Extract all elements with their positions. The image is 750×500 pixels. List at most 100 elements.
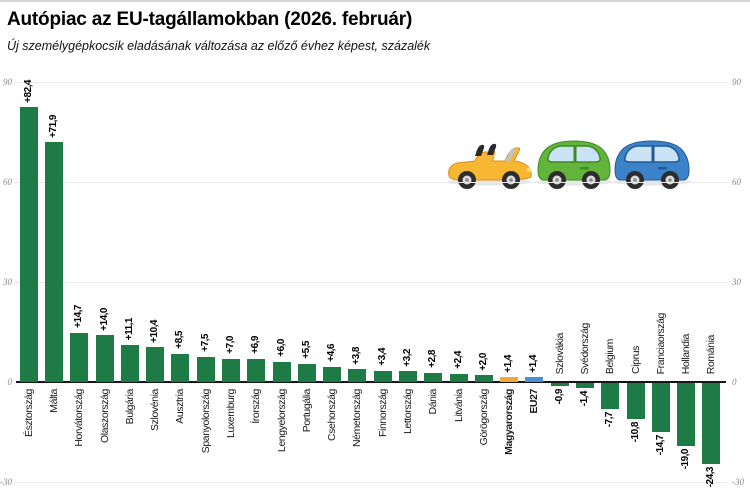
category-label-Litvánia: Litvánia: [452, 389, 465, 422]
bar-Portugália: [297, 363, 316, 382]
bar-Magyarország: [500, 377, 519, 382]
bar-Írország: [247, 359, 266, 382]
value-label-Csehország: +4,6: [326, 343, 338, 362]
bar-Lettország: [398, 371, 417, 382]
y-axis-tick-left: 90: [3, 77, 12, 87]
gridline--30: [14, 482, 728, 483]
category-label-EU27: EU27: [528, 389, 541, 414]
bar-Észtország: [19, 107, 38, 382]
bar-Bulgária: [120, 345, 139, 382]
value-label-Írország: +6,9: [250, 336, 262, 354]
category-label-Görögország: Görögország: [477, 389, 490, 446]
category-label-Belgium: Belgium: [604, 338, 617, 374]
bar-Csehország: [323, 366, 342, 382]
category-label-Svédország: Svédország: [578, 322, 591, 374]
category-label-Lettország: Lettország: [401, 389, 414, 435]
bar-Franciaország: [651, 383, 670, 432]
category-label-Luxemburg: Luxemburg: [224, 389, 237, 438]
bar-Románia: [702, 383, 721, 464]
value-label-Ausztria: +8,5: [174, 330, 186, 349]
value-label-Portugália: +5,5: [300, 340, 312, 359]
value-label-Magyarország: +1,4: [503, 354, 515, 373]
category-label-Bulgária: Bulgária: [123, 389, 136, 425]
bar-Ausztria: [171, 353, 190, 382]
bar-Belgium: [601, 383, 620, 409]
value-label-Észtország: +82,4: [22, 79, 34, 103]
value-label-Hollandia: -19,0: [680, 449, 692, 470]
category-label-Finnország: Finnország: [376, 389, 389, 437]
bar-EU27: [525, 377, 544, 382]
bar-Hollandia: [677, 383, 696, 447]
y-axis-tick-right: 0: [732, 377, 737, 387]
category-label-Dánia: Dánia: [427, 389, 440, 415]
category-label-Málta: Málta: [47, 389, 60, 413]
bar-Németország: [348, 369, 367, 382]
y-axis-tick-left: -30: [0, 477, 12, 487]
category-label-Németország: Németország: [351, 389, 364, 448]
value-label-Svédország: -1,4: [578, 390, 590, 406]
category-label-Spanyolország: Spanyolország: [199, 389, 212, 454]
car-icons: [447, 140, 691, 189]
value-label-Luxemburg: +7,0: [224, 335, 236, 354]
chart-title: Autópiac az EU-tagállamokban (2026. febr…: [7, 9, 413, 30]
category-label-Írország: Írország: [250, 389, 263, 424]
bar-Litvánia: [449, 374, 468, 382]
bar-Málta: [44, 142, 63, 382]
y-axis-tick-right: 90: [732, 77, 741, 87]
green-car-icon: [536, 140, 612, 189]
category-label-Hollandia: Hollandia: [680, 333, 693, 374]
bar-Spanyolország: [196, 357, 215, 382]
value-label-Finnország: +3,4: [376, 347, 388, 366]
x-axis-line: [16, 381, 726, 383]
y-axis-tick-left: 0: [7, 377, 13, 387]
value-label-Horvátország: +14,7: [73, 305, 85, 328]
y-axis-tick-right: 60: [732, 177, 741, 187]
category-label-Szlovénia: Szlovénia: [149, 389, 162, 431]
bar-Szlovákia: [550, 383, 569, 386]
yellow-convertible-icon: [447, 143, 532, 189]
value-label-Szlovénia: +10,4: [149, 319, 161, 343]
value-label-Bulgária: +11,1: [123, 317, 135, 340]
bar-Svédország: [575, 383, 594, 388]
bar-Luxemburg: [221, 358, 240, 382]
value-label-Szlovákia: -0,9: [553, 389, 565, 405]
bar-Görögország: [474, 375, 493, 382]
category-label-Csehország: Csehország: [326, 389, 339, 442]
blue-car-icon: [613, 140, 691, 189]
category-label-Franciaország: Franciaország: [654, 312, 667, 374]
value-label-EU27: +1,4: [528, 354, 540, 373]
bar-Dánia: [424, 372, 443, 382]
category-label-Ciprus: Ciprus: [629, 346, 642, 374]
category-label-Horvátország: Horvátország: [73, 389, 86, 447]
value-label-Málta: +71,9: [47, 114, 59, 138]
gridline-90: [14, 82, 728, 83]
value-label-Belgium: -7,7: [604, 411, 616, 427]
bar-Lengyelország: [272, 362, 291, 382]
gridline-60: [14, 182, 728, 183]
bar-Olaszország: [95, 335, 114, 382]
category-label-Románia: Románia: [705, 334, 718, 374]
y-axis-tick-left: 60: [3, 177, 12, 187]
category-label-Magyarország: Magyarország: [503, 389, 516, 455]
y-axis-tick-left: 30: [3, 277, 12, 287]
value-label-Görögország: +2,0: [477, 352, 489, 371]
category-label-Észtország: Észtország: [22, 389, 35, 437]
category-label-Lengyelország: Lengyelország: [275, 389, 288, 453]
value-label-Olaszország: +14,0: [98, 307, 110, 331]
value-label-Lengyelország: +6,0: [275, 339, 287, 357]
y-axis-tick-right: -30: [732, 477, 744, 487]
category-label-Szlovákia: Szlovákia: [553, 332, 566, 374]
bar-Horvátország: [70, 333, 89, 382]
category-label-Ausztria: Ausztria: [174, 389, 187, 424]
value-label-Ciprus: -10,8: [629, 422, 641, 443]
category-label-Olaszország: Olaszország: [98, 389, 111, 443]
value-label-Dánia: +2,8: [427, 349, 439, 368]
value-label-Litvánia: +2,4: [452, 351, 464, 369]
y-axis-tick-right: 30: [732, 277, 741, 287]
value-label-Spanyolország: +7,5: [199, 334, 211, 352]
value-label-Románia: -24,3: [705, 467, 717, 488]
bar-Ciprus: [626, 383, 645, 419]
value-label-Lettország: +3,2: [401, 348, 413, 367]
value-label-Franciaország: -14,7: [654, 435, 666, 456]
